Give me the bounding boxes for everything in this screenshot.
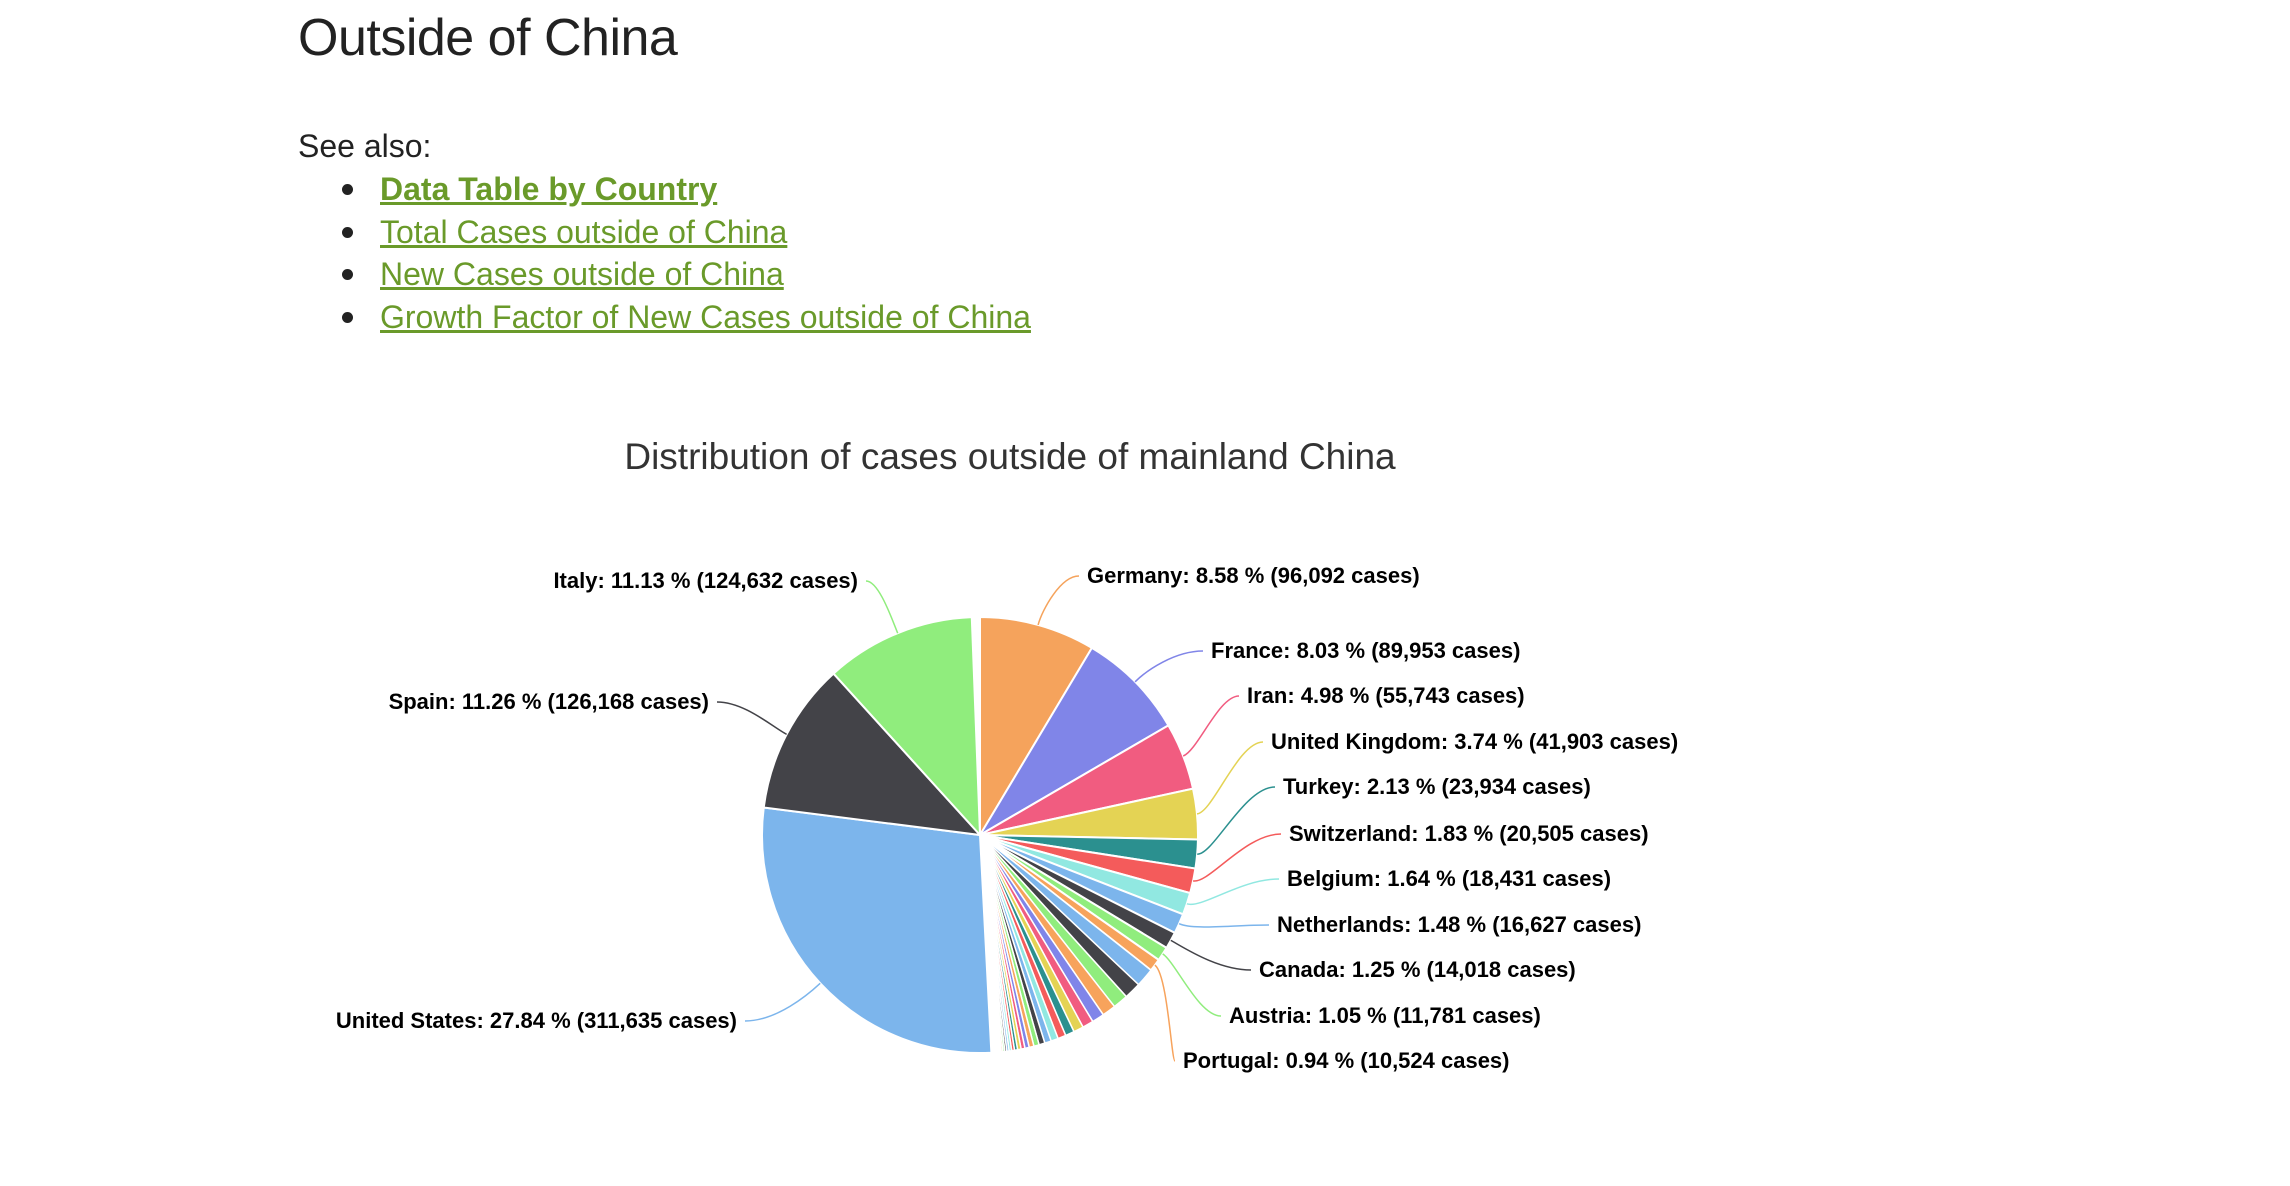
see-also-link[interactable]: Total Cases outside of China [380,213,788,250]
see-also-link[interactable]: Growth Factor of New Cases outside of Ch… [380,298,1031,335]
slice-label: France: 8.03 % (89,953 cases) [1211,638,1520,663]
see-also-item: New Cases outside of China [340,253,1031,296]
pie-slice-italy [832,616,982,838]
see-also-list: Data Table by Country Total Cases outside… [340,168,1031,338]
slice-label: Netherlands: 1.48 % (16,627 cases) [1277,912,1641,937]
bullet-icon [342,269,353,280]
pie-slices [761,615,1199,1054]
slice-label: Austria: 1.05 % (11,781 cases) [1229,1003,1541,1028]
pie-slice-spain [762,672,983,837]
label-connector [1178,923,1270,928]
label-connector [1154,964,1176,1062]
bullet-icon [342,184,353,195]
label-connector [716,701,787,735]
chart-title: Distribution of cases outside of mainlan… [624,436,1396,477]
label-connector [1196,741,1264,815]
slice-label: Italy: 11.13 % (124,632 cases) [553,568,858,593]
see-also-item: Growth Factor of New Cases outside of Ch… [340,296,1031,339]
label-connector [1162,953,1222,1017]
label-connector [744,982,821,1022]
bullet-icon [342,311,353,323]
label-connector [1186,878,1280,906]
label-connector [865,580,899,634]
pie-slice-france [979,646,1170,836]
slice-label: United Kingdom: 3.74 % (41,903 cases) [1271,729,1678,754]
see-also-item: Data Table by Country [340,168,1031,211]
slice-label: Belgium: 1.64 % (18,431 cases) [1287,866,1611,891]
slice-label: Portugal: 0.94 % (10,524 cases) [1183,1048,1510,1073]
see-also-label: See also: [298,128,432,164]
label-connector [1192,833,1282,882]
see-also-link[interactable]: New Cases outside of China [380,256,784,292]
label-connector [1037,575,1080,626]
label-connector [1170,939,1252,971]
slice-label: Spain: 11.26 % (126,168 cases) [389,689,709,714]
label-connector [1182,695,1240,757]
pie-labels: Germany: 8.58 % (96,092 cases) France: 8.… [336,563,1678,1073]
see-also-item: Total Cases outside of China [340,211,1031,254]
page-title: Outside of China [298,9,678,67]
slice-label: Canada: 1.25 % (14,018 cases) [1259,957,1576,982]
label-connector [1134,650,1204,683]
pie-slice-united-states [761,806,993,1054]
slice-label: Germany: 8.58 % (96,092 cases) [1087,563,1420,588]
slice-label: Iran: 4.98 % (55,743 cases) [1247,683,1525,708]
slice-label: United States: 27.84 % (311,635 cases) [336,1008,737,1033]
label-connector [1197,786,1276,855]
slice-label: Turkey: 2.13 % (23,934 cases) [1283,774,1591,799]
slice-label: Switzerland: 1.83 % (20,505 cases) [1289,821,1649,846]
see-also-link[interactable]: Data Table by Country [380,171,718,207]
bullet-icon [342,226,353,238]
